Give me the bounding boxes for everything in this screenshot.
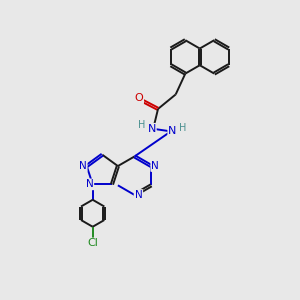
- Text: Cl: Cl: [87, 238, 98, 248]
- Text: N: N: [147, 124, 156, 134]
- Text: N: N: [168, 126, 177, 136]
- Text: N: N: [85, 179, 93, 189]
- Text: N: N: [151, 161, 159, 171]
- Text: N: N: [79, 161, 87, 171]
- Text: H: H: [179, 122, 187, 133]
- Text: O: O: [134, 93, 143, 103]
- Text: H: H: [138, 120, 146, 130]
- Text: N: N: [135, 190, 142, 200]
